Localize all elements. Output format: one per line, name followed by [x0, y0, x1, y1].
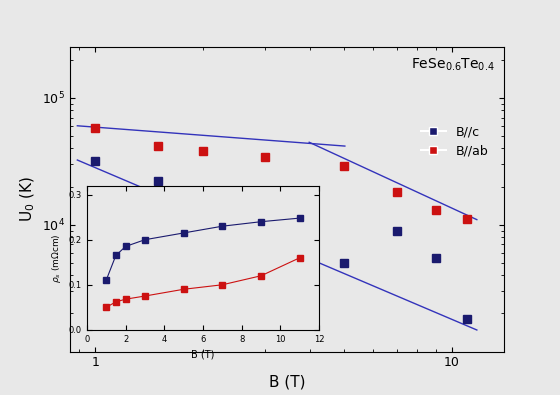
B//ab [155, 143, 161, 148]
B//ab [341, 164, 348, 168]
B//c [393, 228, 400, 233]
B//ab [92, 126, 99, 130]
B//c [262, 222, 269, 227]
B//c [199, 196, 206, 201]
B//ab [393, 190, 400, 195]
B//ab [199, 149, 206, 154]
Text: FeSe$_{0.6}$Te$_{0.4}$: FeSe$_{0.6}$Te$_{0.4}$ [412, 56, 495, 73]
X-axis label: B (T): B (T) [269, 375, 305, 390]
B//ab [432, 208, 439, 213]
Y-axis label: $\rho_s$ (m$\Omega$cm): $\rho_s$ (m$\Omega$cm) [50, 233, 63, 282]
Line: B//ab: B//ab [91, 124, 471, 224]
B//c [92, 158, 99, 163]
X-axis label: B (T): B (T) [192, 349, 214, 359]
B//c [463, 317, 470, 322]
Y-axis label: U$_0$ (K): U$_0$ (K) [18, 177, 36, 222]
B//ab [262, 155, 269, 160]
B//c [155, 179, 161, 184]
B//c [432, 255, 439, 260]
Legend: B//c, B//ab: B//c, B//ab [416, 120, 493, 163]
B//c [341, 261, 348, 265]
Line: B//c: B//c [91, 156, 471, 324]
B//ab [463, 217, 470, 222]
